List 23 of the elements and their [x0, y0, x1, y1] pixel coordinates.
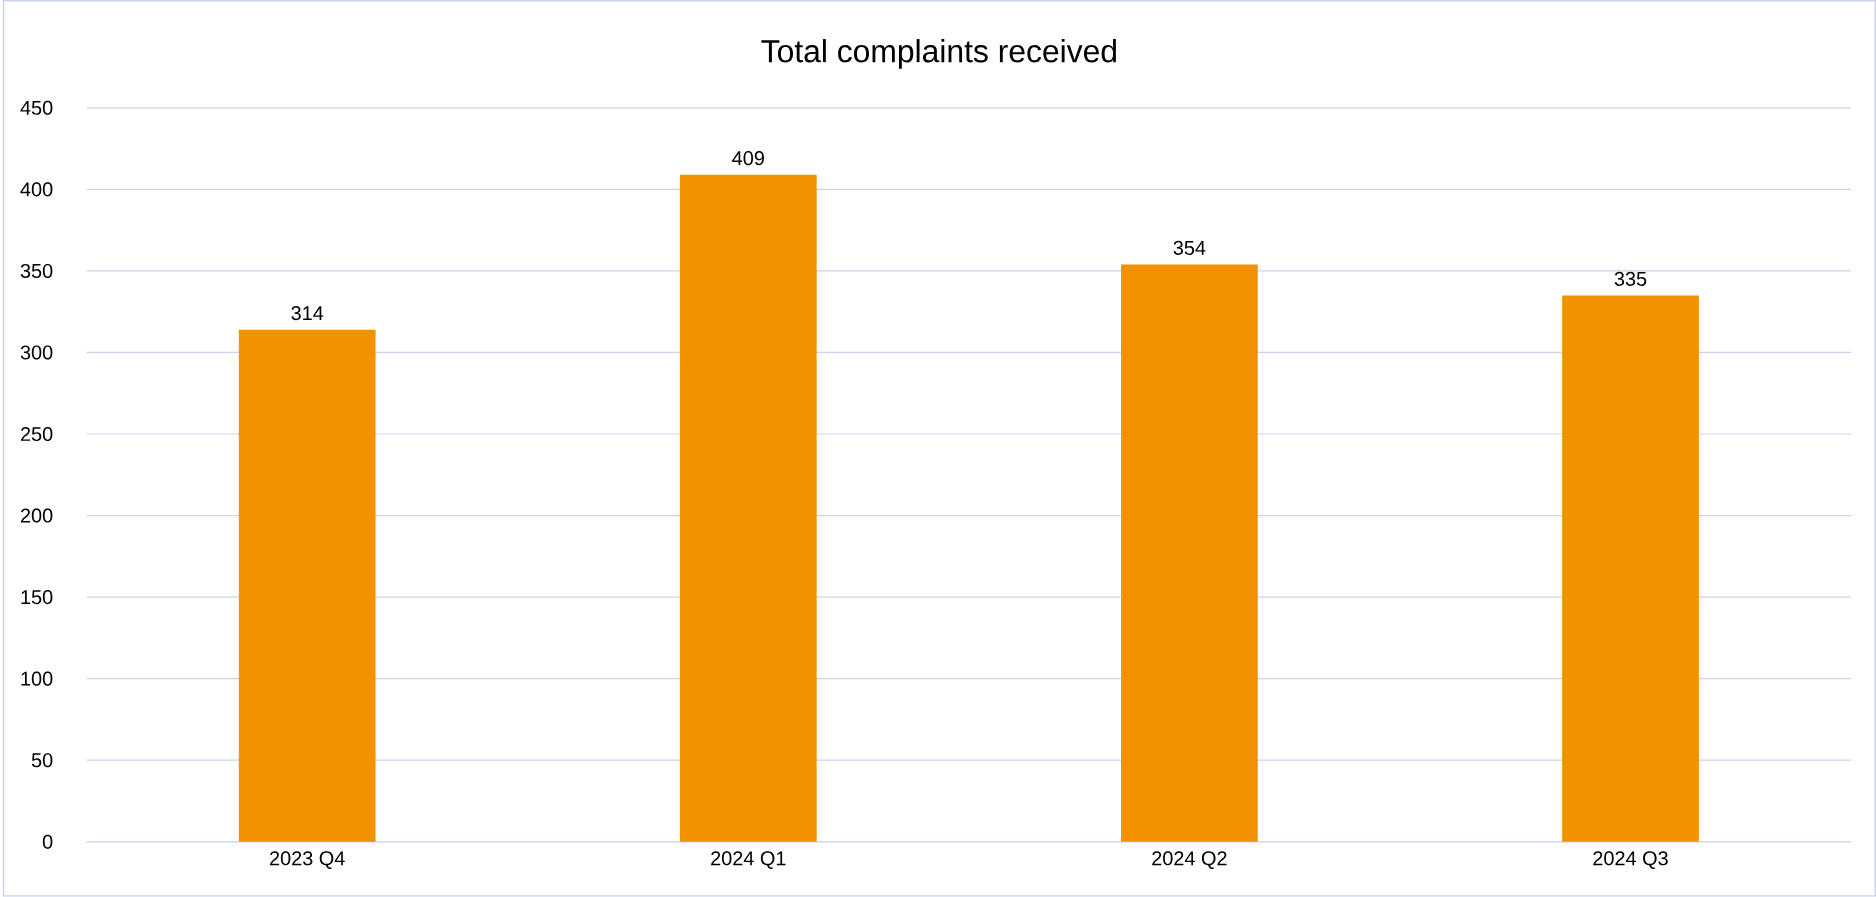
y-tick-label: 100 [21, 671, 53, 686]
bar [1562, 295, 1699, 842]
y-tick-label: 400 [20, 182, 53, 197]
bar [238, 329, 376, 842]
bar [1121, 264, 1258, 842]
y-tick-label: 450 [20, 100, 53, 116]
bar [679, 174, 817, 842]
x-tick-label: 2023 Q4 [270, 851, 345, 870]
y-tick-label: 300 [20, 345, 53, 360]
y-tick-label: 50 [31, 753, 53, 768]
y-tick-label: 0 [42, 834, 53, 849]
data-label: 335 [1614, 271, 1647, 287]
y-tick-label: 250 [20, 427, 53, 442]
chart-title: Total complaints received [761, 39, 1116, 69]
y-tick-label: 150 [21, 590, 53, 605]
data-label: 409 [732, 151, 764, 166]
y-tick-label: 200 [20, 508, 53, 523]
data-label: 354 [1173, 240, 1206, 256]
x-tick-label: 2024 Q3 [1593, 851, 1668, 870]
data-label: 314 [291, 306, 324, 321]
y-tick-label: 350 [20, 264, 53, 279]
x-tick-label: 2024 Q1 [711, 851, 786, 870]
x-tick-label: 2024 Q2 [1152, 851, 1227, 870]
